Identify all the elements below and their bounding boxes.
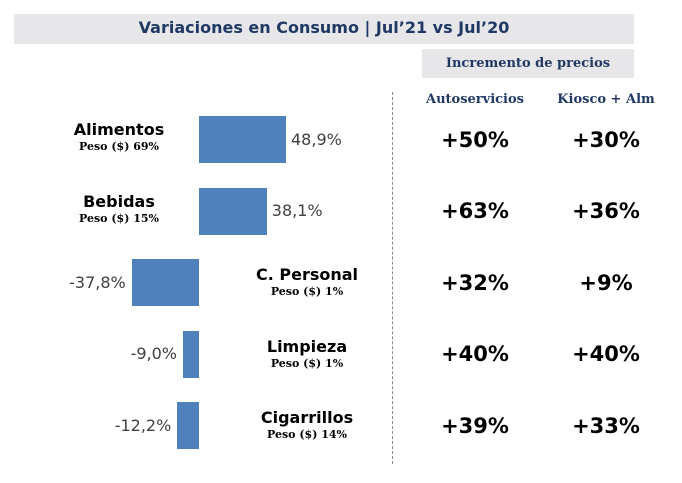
category-label: C. Personal [255, 265, 359, 284]
data-label: -9,0% [130, 344, 177, 363]
category-label: Cigarrillos [260, 408, 354, 427]
table-cell-autoservicios: +50% [441, 127, 509, 152]
category-label: Alimentos [73, 120, 165, 139]
table-cell-autoservicios: +63% [441, 199, 509, 223]
table-cell-kiosco: +9% [579, 270, 633, 295]
data-label: 48,9% [291, 129, 342, 149]
column-header-autoservicios: Autoservicios [426, 92, 524, 107]
category-weight: Peso ($) 1% [270, 285, 344, 298]
table-cell-kiosco: +40% [572, 342, 640, 366]
category-label: Limpieza [266, 336, 348, 356]
data-label: 38,1% [271, 201, 323, 220]
column-header-kiosco: Kiosco + Alm [557, 92, 655, 107]
subtitle-bar: Incremento de precios [422, 49, 634, 78]
bar [182, 330, 199, 378]
bar [199, 187, 267, 235]
category-weight: Peso ($) 1% [270, 356, 344, 370]
category-weight: Peso ($) 15% [79, 211, 159, 225]
category-weight: Peso ($) 14% [267, 428, 347, 441]
table-cell-autoservicios: +39% [441, 413, 509, 438]
table-cell-kiosco: +30% [572, 127, 640, 152]
category-label: Bebidas [83, 191, 155, 211]
column-divider [392, 92, 393, 464]
chart-title: Variaciones en Consumo | Jul’21 vs Jul’2… [138, 17, 510, 37]
bar [131, 259, 199, 306]
table-cell-autoservicios: +32% [441, 270, 509, 295]
subtitle: Incremento de precios [445, 56, 611, 71]
category-weight: Peso ($) 69% [79, 140, 159, 153]
table-cell-kiosco: +33% [572, 413, 640, 438]
data-label: -12,2% [114, 415, 172, 435]
bar [199, 116, 286, 163]
data-label: -37,8% [69, 272, 126, 292]
title-bar: Variaciones en Consumo | Jul’21 vs Jul’2… [14, 14, 634, 44]
bar [177, 402, 199, 449]
table-cell-kiosco: +36% [572, 199, 640, 223]
table-cell-autoservicios: +40% [441, 342, 509, 366]
